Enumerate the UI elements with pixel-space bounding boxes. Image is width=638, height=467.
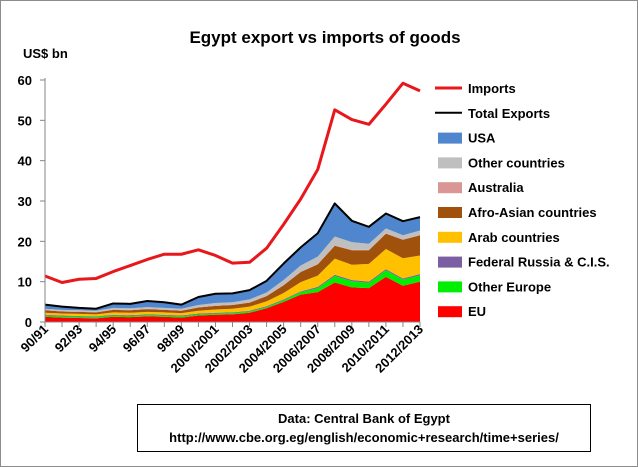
legend-label-total-exports: Total Exports bbox=[468, 106, 550, 121]
y-tick-label: 0 bbox=[25, 315, 32, 330]
legend-label-usa: USA bbox=[468, 131, 496, 146]
area-series-usa bbox=[45, 203, 420, 311]
area-series-arab-countries bbox=[45, 248, 420, 317]
legend-label-arab-countries: Arab countries bbox=[468, 230, 560, 245]
chart-title: Egypt export vs imports of goods bbox=[189, 28, 460, 47]
legend-label-other-countries: Other countries bbox=[468, 155, 565, 170]
y-tick-label: 40 bbox=[18, 154, 32, 169]
legend-swatch-usa bbox=[438, 132, 462, 144]
y-tick-label: 50 bbox=[18, 113, 32, 128]
area-series-other-countries bbox=[45, 228, 420, 312]
y-tick-label: 60 bbox=[18, 73, 32, 88]
legend-swatch-other-europe bbox=[438, 281, 462, 293]
y-axis-unit-label: US$ bn bbox=[23, 46, 68, 61]
y-tick-label: 30 bbox=[18, 194, 32, 209]
source-box: Data: Central Bank of Egypt http://www.c… bbox=[137, 404, 591, 452]
legend-swatch-federal-russia-c-i-s bbox=[438, 256, 462, 268]
x-tick-label: 94/95 bbox=[86, 322, 120, 356]
source-line-2: http://www.cbe.org.eg/english/economic+r… bbox=[169, 430, 559, 445]
legend-swatch-australia bbox=[438, 182, 462, 194]
x-tick-label: 90/91 bbox=[18, 322, 52, 356]
legend-swatch-afro-asian-countries bbox=[438, 207, 462, 218]
legend: Imports Total Exports USA Other countries Au… bbox=[435, 81, 610, 319]
x-tick-label: 92/93 bbox=[52, 322, 86, 356]
line-series-imports bbox=[44, 81, 421, 284]
source-line-1: Data: Central Bank of Egypt bbox=[278, 411, 450, 426]
legend-swatch-other-countries bbox=[438, 157, 462, 169]
legend-swatch-arab-countries bbox=[438, 231, 462, 243]
legend-label-eu: EU bbox=[468, 304, 486, 319]
legend-label-federal-russia-c-i-s: Federal Russia & C.I.S. bbox=[468, 255, 610, 270]
area-series-eu bbox=[45, 276, 420, 322]
area-series-other-europe bbox=[45, 270, 420, 319]
area-series-federal-russia-c-i-s bbox=[45, 269, 420, 318]
legend-label-other-europe: Other Europe bbox=[468, 279, 551, 294]
legend-label-imports: Imports bbox=[468, 81, 516, 96]
legend-label-afro-asian-countries: Afro-Asian countries bbox=[468, 205, 597, 220]
area-series-afro-asian-countries bbox=[45, 233, 420, 315]
y-tick-label: 10 bbox=[18, 275, 32, 290]
x-tick-label: 96/97 bbox=[120, 322, 154, 356]
y-tick-label: 20 bbox=[18, 234, 32, 249]
legend-swatch-eu bbox=[438, 306, 462, 318]
line-series-total-exports bbox=[44, 202, 421, 310]
legend-label-australia: Australia bbox=[468, 180, 524, 195]
